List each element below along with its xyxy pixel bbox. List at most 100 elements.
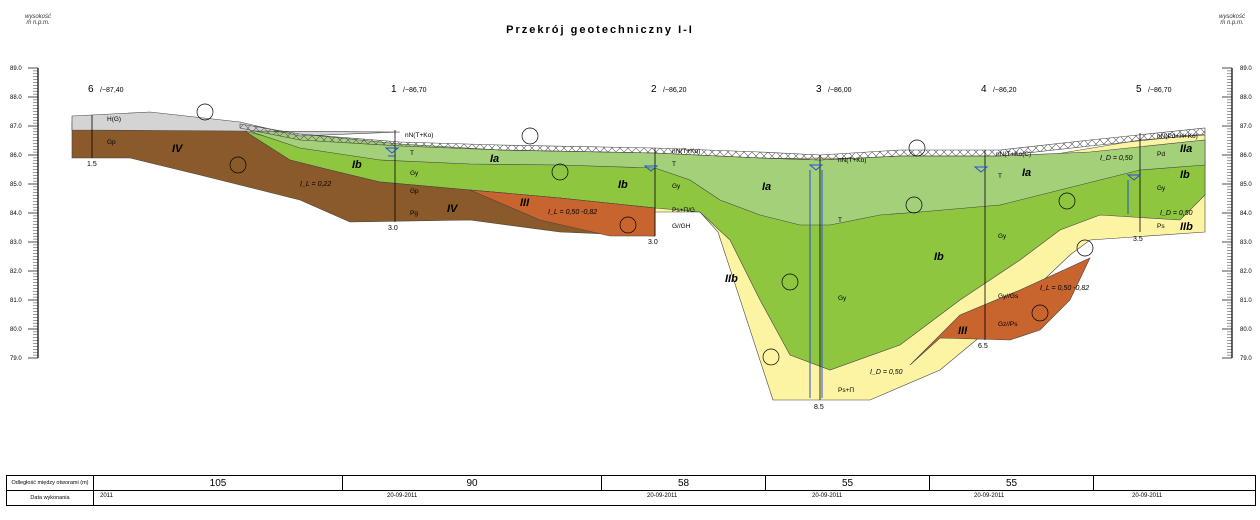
soil-label: nN(T+Ko(C) xyxy=(996,151,1031,158)
soil-label: H(G) xyxy=(107,116,121,123)
distance-cell: 90 xyxy=(342,475,602,491)
soil-label: Ps+Π xyxy=(838,387,854,394)
borehole-number: 1 xyxy=(391,84,397,95)
layer-III-orange-right xyxy=(909,257,1091,366)
layer-topsoil-hatched xyxy=(239,123,1206,161)
layer-label-IV: IV xyxy=(172,143,184,155)
layer-label-IIb: IIb xyxy=(725,273,738,285)
borehole-elevation: /~86,00 xyxy=(828,87,852,94)
axis-header-right: wysokość m n.p.m. xyxy=(1218,14,1245,26)
elevation-tick-label: 84.0 xyxy=(1240,211,1252,217)
soil-label: Gp xyxy=(410,188,419,195)
date-row: 2011 20-09-2011 20-09-2011 20-09-2011 20… xyxy=(93,490,1256,506)
param-label: I_L = 0,50 -0,82 xyxy=(548,209,597,216)
layer-label-Ia: Ia xyxy=(1022,167,1031,179)
elevation-tick-label: 87.0 xyxy=(10,124,22,130)
borehole-depth: 3.0 xyxy=(648,239,658,246)
soil-label: Pd xyxy=(1157,151,1165,158)
distance-cell: 105 xyxy=(93,475,343,491)
borehole-number: 2 xyxy=(651,84,657,95)
soil-label: Gy xyxy=(672,183,681,190)
layer-label-Ia: Ia xyxy=(762,181,771,193)
soil-label: Pg xyxy=(410,210,418,217)
date-cell: 20-09-2011 xyxy=(647,493,678,499)
soil-label: Gy//Gs xyxy=(998,293,1019,300)
distance-cell: 58 xyxy=(601,475,766,491)
elevation-tick-label: 88.0 xyxy=(10,95,22,101)
borehole-depth: 1.5 xyxy=(87,161,97,168)
soil-label: T xyxy=(838,217,842,224)
date-cell: 20-09-2011 xyxy=(1132,493,1163,499)
soil-label: nN(T+Ko) xyxy=(672,148,700,155)
elevation-tick-label: 83.0 xyxy=(1240,240,1252,246)
layer-label-III: III xyxy=(958,325,968,337)
borehole-depth: 8.5 xyxy=(814,404,824,411)
elevation-tick-label: 86.0 xyxy=(10,153,22,159)
soil-label: Ps xyxy=(1157,223,1165,230)
layer-label-Ia: Ia xyxy=(490,153,499,165)
borehole-elevation: /~86,70 xyxy=(403,87,427,94)
date-cell: 20-09-2011 xyxy=(812,493,843,499)
soil-label: Gy xyxy=(998,233,1007,240)
soil-label: T xyxy=(672,161,676,168)
borehole-depth: 3.5 xyxy=(1133,236,1143,243)
elevation-scale-right: 89.0 88.0 87.0 86.0 85.0 84.0 83.0 82.0 81.0 80.0… xyxy=(1222,66,1252,362)
soil-label: Gy xyxy=(838,295,847,302)
soil-label: Ps+Π/G xyxy=(672,207,695,214)
row-distance-label: Odległość między otworami (m) xyxy=(6,475,94,491)
param-label: I_D = 0,50 xyxy=(870,369,903,376)
date-cell: 20-09-2011 xyxy=(974,493,1005,499)
elevation-tick-label: 83.0 xyxy=(10,240,22,246)
layer-label-IIb: IIb xyxy=(1180,221,1193,233)
borehole-info-table: Odległość między otworami (m) 105 90 58 … xyxy=(6,475,1256,506)
elevation-scale-left: 89.0 88.0 87.0 86.0 85.0 84.0 83.0 82.0 81.0 80.0… xyxy=(10,66,39,362)
elevation-tick-label: 80.0 xyxy=(1240,327,1252,333)
soil-label: Gp xyxy=(107,139,116,146)
borehole-elevation: /~87,40 xyxy=(100,87,124,94)
elevation-tick-label: 89.0 xyxy=(10,66,22,72)
date-cell: 20-09-2011 xyxy=(387,493,418,499)
soil-label: nN(T+Ko) xyxy=(405,132,433,139)
elevation-tick-label: 88.0 xyxy=(1240,95,1252,101)
elevation-tick-label: 87.0 xyxy=(1240,124,1252,130)
elevation-tick-label: 81.0 xyxy=(10,298,22,304)
elevation-tick-label: 84.0 xyxy=(10,211,22,217)
elevation-tick-label: 85.0 xyxy=(1240,182,1252,188)
param-label: I_D = 0,50 xyxy=(1160,210,1193,217)
water-mark-5 xyxy=(1126,174,1142,214)
layer-label-Ib: Ib xyxy=(934,251,944,263)
borehole-elevation: /~86,20 xyxy=(993,87,1017,94)
borehole-depth: 3.0 xyxy=(388,225,398,232)
water-mark-2 xyxy=(643,165,659,172)
elevation-tick-label: 86.0 xyxy=(1240,153,1252,159)
layer-label-Ib: Ib xyxy=(352,159,362,171)
soil-label: T xyxy=(410,150,414,157)
soil-label: nN(T+Ko) xyxy=(838,157,866,164)
elevation-tick-label: 82.0 xyxy=(1240,269,1252,275)
soil-label: Gz//Ps xyxy=(998,321,1018,328)
soil-label: T xyxy=(998,173,1002,180)
borehole-elevation: /~86,20 xyxy=(663,87,687,94)
elevation-tick-label: 81.0 xyxy=(1240,298,1252,304)
water-mark-3 xyxy=(808,164,824,398)
distance-cell: 55 xyxy=(765,475,930,491)
cross-section-svg: 89.0 88.0 87.0 86.0 85.0 84.0 83.0 82.0 81.0 80.0… xyxy=(10,66,1252,411)
borehole-depth: 6.5 xyxy=(978,343,988,350)
layer-label-IIa: IIa xyxy=(1180,143,1192,155)
layer-label-Ib: Ib xyxy=(1180,169,1190,181)
param-label: I_L = 0,50 -0,82 xyxy=(1040,285,1089,292)
param-label: I_L = 0,22 xyxy=(300,181,331,188)
elevation-tick-label: 82.0 xyxy=(10,269,22,275)
soil-label: Gy xyxy=(1157,185,1166,192)
elevation-tick-label: 79.0 xyxy=(10,356,22,362)
borehole-number: 4 xyxy=(981,84,987,95)
soil-label: G//GH xyxy=(672,223,691,230)
borehole-elevation: /~86,70 xyxy=(1148,87,1172,94)
elevation-tick-label: 85.0 xyxy=(10,182,22,188)
elevation-tick-label: 80.0 xyxy=(10,327,22,333)
water-mark-4 xyxy=(973,166,989,173)
row-date-label: Data wykonania xyxy=(6,490,94,506)
layer-label-Ib: Ib xyxy=(618,179,628,191)
borehole-number: 5 xyxy=(1136,84,1142,95)
diagram-title: Przekrój geotechniczny I-I xyxy=(506,24,694,36)
